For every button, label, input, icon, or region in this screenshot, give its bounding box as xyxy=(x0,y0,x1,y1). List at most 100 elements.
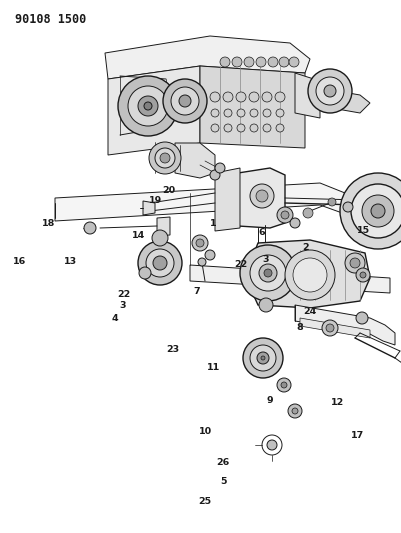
Text: 4: 4 xyxy=(111,314,117,322)
Circle shape xyxy=(361,195,393,227)
Circle shape xyxy=(198,258,205,266)
Polygon shape xyxy=(244,240,369,308)
Polygon shape xyxy=(55,183,369,223)
Circle shape xyxy=(219,57,229,67)
Circle shape xyxy=(209,170,219,180)
Polygon shape xyxy=(157,217,170,236)
Circle shape xyxy=(291,408,297,414)
Circle shape xyxy=(146,249,174,277)
Polygon shape xyxy=(108,66,200,155)
Circle shape xyxy=(255,190,267,202)
Circle shape xyxy=(243,57,253,67)
Text: 2: 2 xyxy=(302,244,308,252)
Text: 14: 14 xyxy=(132,231,145,240)
Polygon shape xyxy=(215,168,239,231)
Polygon shape xyxy=(190,265,389,293)
Polygon shape xyxy=(105,36,309,79)
Circle shape xyxy=(138,96,158,116)
Circle shape xyxy=(237,109,244,117)
Polygon shape xyxy=(200,66,304,148)
Circle shape xyxy=(249,184,273,208)
Text: 20: 20 xyxy=(162,186,175,195)
Circle shape xyxy=(274,92,284,102)
Circle shape xyxy=(284,250,334,300)
Circle shape xyxy=(278,57,288,67)
Text: 5: 5 xyxy=(219,477,226,486)
Circle shape xyxy=(262,124,270,132)
Circle shape xyxy=(260,356,264,360)
Circle shape xyxy=(258,298,272,312)
Circle shape xyxy=(307,69,351,113)
Circle shape xyxy=(280,211,288,219)
Circle shape xyxy=(266,440,276,450)
Circle shape xyxy=(160,153,170,163)
Circle shape xyxy=(275,109,283,117)
Text: 16: 16 xyxy=(13,257,26,265)
Circle shape xyxy=(248,92,258,102)
Text: 23: 23 xyxy=(166,345,179,353)
Circle shape xyxy=(359,272,365,278)
Circle shape xyxy=(327,198,335,206)
Text: 8: 8 xyxy=(296,324,302,332)
Circle shape xyxy=(276,207,292,223)
Text: 6: 6 xyxy=(257,228,264,237)
Circle shape xyxy=(315,77,343,105)
Text: 18: 18 xyxy=(41,220,55,228)
Circle shape xyxy=(342,202,352,212)
Circle shape xyxy=(323,85,335,97)
Polygon shape xyxy=(294,305,394,345)
Circle shape xyxy=(215,163,225,173)
Circle shape xyxy=(249,345,275,371)
Text: 15: 15 xyxy=(356,226,369,235)
Polygon shape xyxy=(299,318,369,338)
Circle shape xyxy=(263,269,271,277)
Circle shape xyxy=(223,92,233,102)
Circle shape xyxy=(209,92,219,102)
Circle shape xyxy=(321,320,337,336)
Circle shape xyxy=(237,124,244,132)
Circle shape xyxy=(258,264,276,282)
Text: 25: 25 xyxy=(198,497,211,506)
Text: 3: 3 xyxy=(119,301,126,310)
Circle shape xyxy=(84,222,96,234)
Text: 10: 10 xyxy=(198,427,211,436)
Circle shape xyxy=(192,235,207,251)
Circle shape xyxy=(355,268,369,282)
Circle shape xyxy=(267,57,277,67)
Circle shape xyxy=(249,124,257,132)
Text: 22: 22 xyxy=(234,261,247,269)
Circle shape xyxy=(355,312,367,324)
Circle shape xyxy=(249,255,285,291)
Circle shape xyxy=(280,382,286,388)
Text: 22: 22 xyxy=(117,290,130,299)
Circle shape xyxy=(149,142,180,174)
Text: 11: 11 xyxy=(206,364,219,372)
Circle shape xyxy=(138,241,182,285)
Circle shape xyxy=(339,173,401,249)
Circle shape xyxy=(261,92,271,102)
Polygon shape xyxy=(251,268,271,278)
Circle shape xyxy=(211,109,219,117)
Circle shape xyxy=(211,124,219,132)
Text: 90108 1500: 90108 1500 xyxy=(15,13,86,26)
Circle shape xyxy=(196,239,203,247)
Polygon shape xyxy=(294,73,319,118)
Circle shape xyxy=(223,109,231,117)
Circle shape xyxy=(144,102,152,110)
Polygon shape xyxy=(143,201,155,215)
Circle shape xyxy=(162,79,207,123)
Circle shape xyxy=(276,378,290,392)
Circle shape xyxy=(223,124,231,132)
Text: 12: 12 xyxy=(330,398,343,407)
Circle shape xyxy=(349,258,359,268)
Circle shape xyxy=(178,95,190,107)
Circle shape xyxy=(242,338,282,378)
Circle shape xyxy=(370,204,384,218)
Text: 24: 24 xyxy=(302,308,315,316)
Text: 13: 13 xyxy=(64,257,77,265)
Circle shape xyxy=(153,256,166,270)
Circle shape xyxy=(255,57,265,67)
Circle shape xyxy=(118,76,178,136)
Text: 17: 17 xyxy=(350,431,363,440)
Circle shape xyxy=(350,184,401,238)
